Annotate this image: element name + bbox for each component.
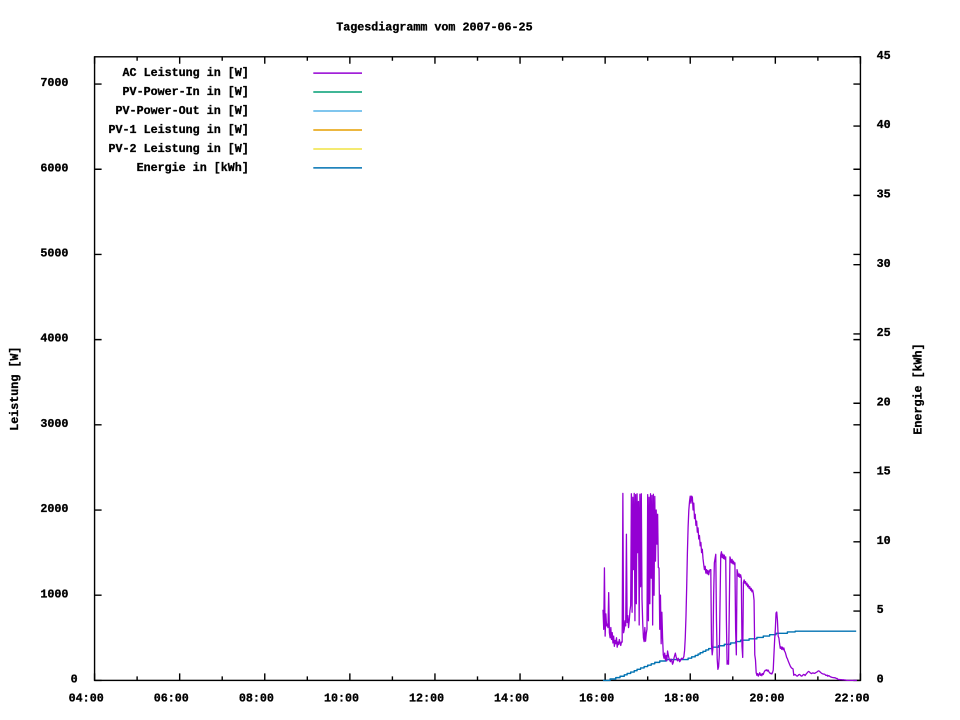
svg-text:4000: 4000 xyxy=(40,332,68,346)
svg-text:08:00: 08:00 xyxy=(239,691,274,705)
svg-text:22:00: 22:00 xyxy=(834,691,869,705)
svg-text:PV-Power-Out in [W]: PV-Power-Out in [W] xyxy=(116,104,249,118)
svg-text:45: 45 xyxy=(877,49,891,63)
svg-text:2000: 2000 xyxy=(40,502,68,516)
svg-text:04:00: 04:00 xyxy=(69,691,104,705)
svg-text:06:00: 06:00 xyxy=(154,691,189,705)
svg-text:0: 0 xyxy=(877,673,884,687)
svg-text:5000: 5000 xyxy=(40,247,68,261)
svg-text:10: 10 xyxy=(877,534,891,548)
svg-text:Energie [kWh]: Energie [kWh] xyxy=(911,343,925,434)
svg-text:5: 5 xyxy=(877,603,884,617)
svg-text:Tagesdiagramm vom 2007-06-25: Tagesdiagramm vom 2007-06-25 xyxy=(336,21,532,35)
svg-text:1000: 1000 xyxy=(40,587,68,601)
svg-text:20:00: 20:00 xyxy=(749,691,784,705)
svg-text:35: 35 xyxy=(877,188,891,202)
svg-text:10:00: 10:00 xyxy=(324,691,359,705)
svg-text:7000: 7000 xyxy=(40,76,68,90)
svg-text:30: 30 xyxy=(877,257,891,271)
svg-text:0: 0 xyxy=(71,673,78,687)
svg-text:40: 40 xyxy=(877,118,891,132)
svg-text:25: 25 xyxy=(877,326,891,340)
svg-text:6000: 6000 xyxy=(40,161,68,175)
svg-text:18:00: 18:00 xyxy=(664,691,699,705)
svg-text:16:00: 16:00 xyxy=(579,691,614,705)
svg-text:12:00: 12:00 xyxy=(409,691,444,705)
svg-text:Energie in [kWh]: Energie in [kWh] xyxy=(137,161,249,175)
svg-text:AC Leistung in [W]: AC Leistung in [W] xyxy=(123,66,249,80)
svg-text:14:00: 14:00 xyxy=(494,691,529,705)
svg-text:PV-Power-In in [W]: PV-Power-In in [W] xyxy=(123,85,249,99)
svg-text:3000: 3000 xyxy=(40,417,68,431)
svg-text:15: 15 xyxy=(877,465,891,479)
svg-text:PV-2 Leistung in [W]: PV-2 Leistung in [W] xyxy=(109,142,249,156)
svg-text:20: 20 xyxy=(877,395,891,409)
svg-text:PV-1 Leistung in [W]: PV-1 Leistung in [W] xyxy=(109,123,249,137)
svg-text:Leistung [W]: Leistung [W] xyxy=(8,347,22,431)
